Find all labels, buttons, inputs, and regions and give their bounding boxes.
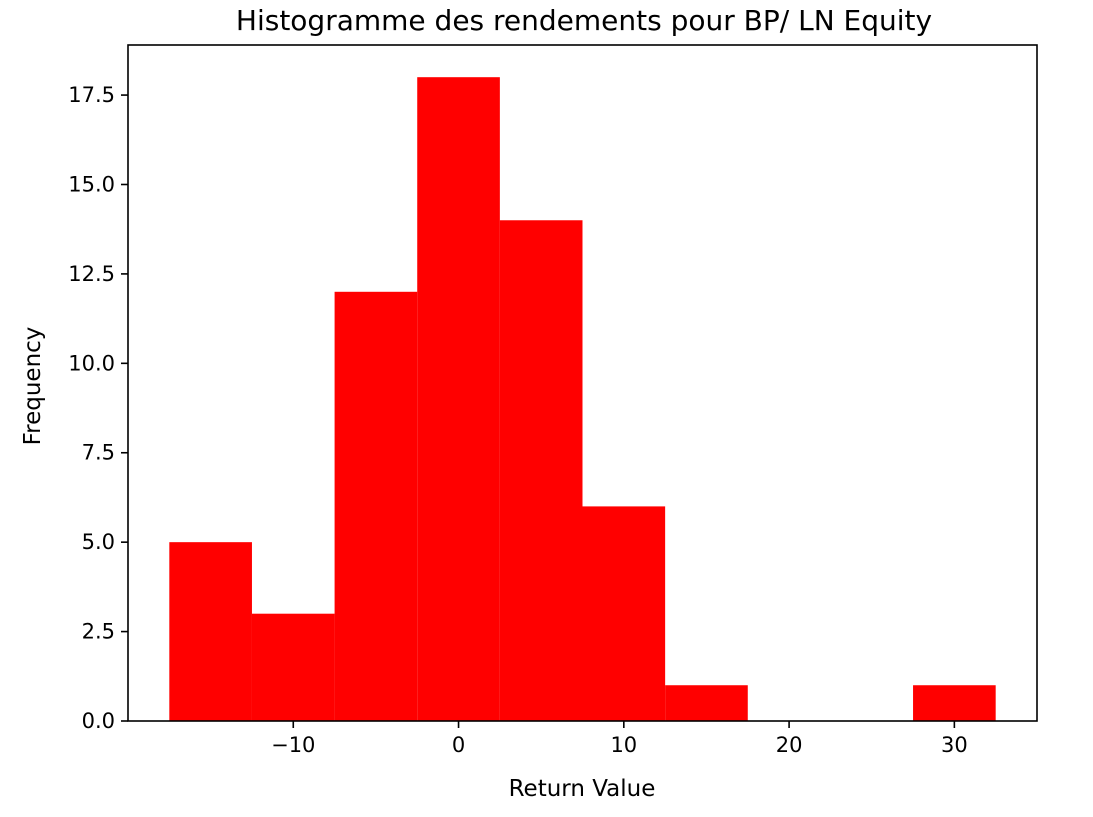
x-axis: −10 0 10 20 30 [271,721,968,757]
y-tick-label: 15.0 [68,172,115,196]
y-axis-label: Frequency [20,327,46,446]
bars-layer [169,77,996,721]
x-axis-label: Return Value [509,776,656,802]
y-axis: 0.0 2.5 5.0 7.5 10.0 12.5 15.0 17.5 [68,83,128,733]
x-tick-label: 30 [941,733,968,757]
histogram-bar [913,685,996,721]
histogram-bar [334,291,418,721]
y-tick-label: 7.5 [82,441,115,465]
y-tick-label: 10.0 [68,351,115,375]
y-tick-label: 2.5 [82,620,115,644]
histogram-bar [417,77,500,721]
x-tick-label: 10 [610,733,637,757]
histogram-bar [251,613,335,721]
y-tick-label: 0.0 [82,709,115,733]
histogram-bar [499,220,583,721]
x-tick-label: 0 [452,733,465,757]
histogram-bar [582,506,666,721]
y-tick-label: 17.5 [68,83,115,107]
y-tick-label: 12.5 [68,262,115,286]
plot-frame [127,44,1038,722]
y-tick-label: 5.0 [82,530,115,554]
x-tick-label: 20 [776,733,803,757]
x-tick-label: −10 [271,733,315,757]
histogram-bar [169,542,252,721]
histogram-bar [665,685,748,721]
chart-title: Histogramme des rendements pour BP/ LN E… [236,4,932,37]
